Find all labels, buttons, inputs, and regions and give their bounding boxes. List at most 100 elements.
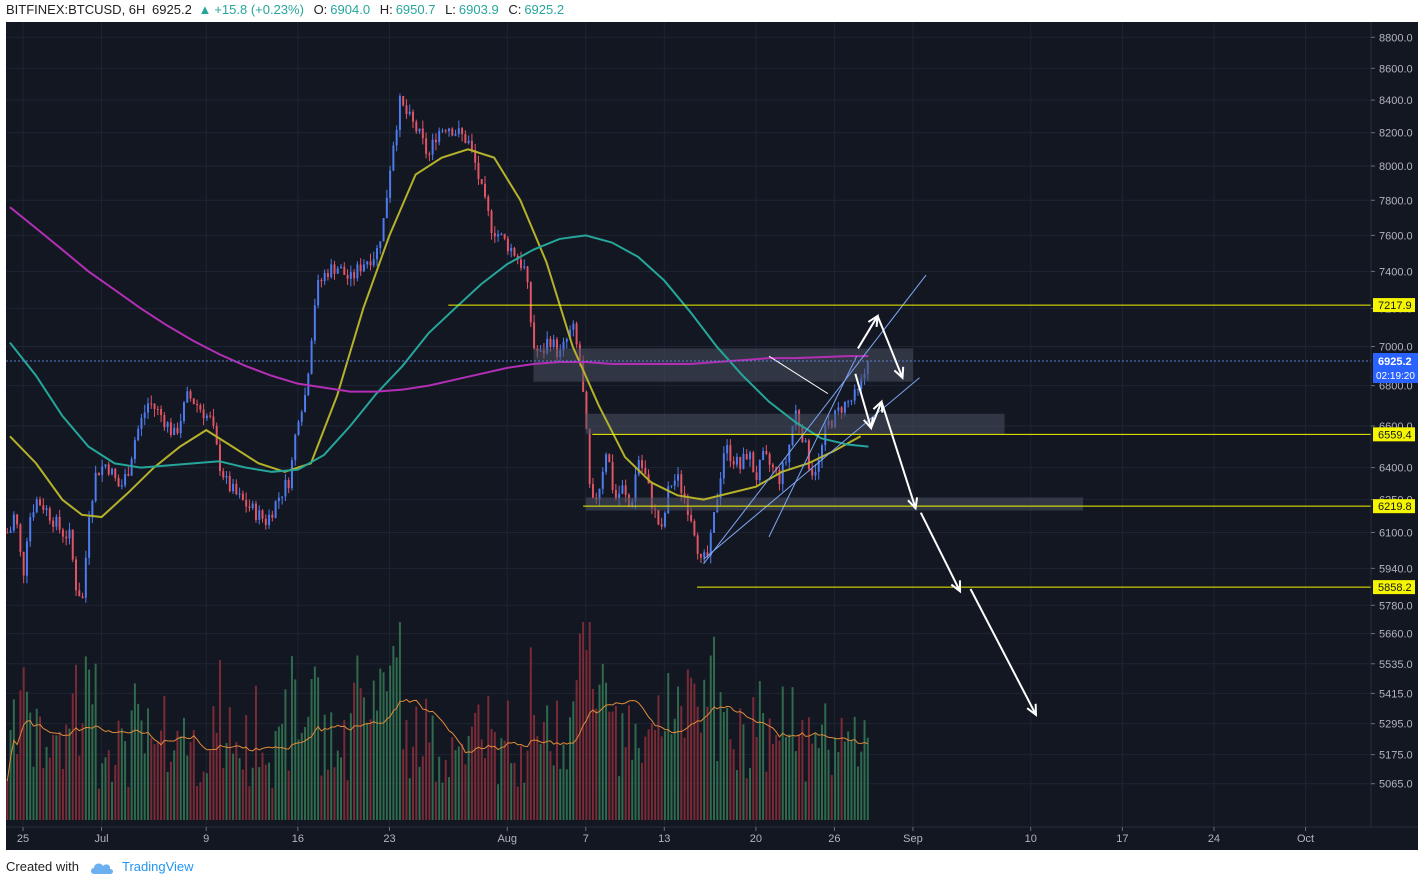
volume-bar	[542, 721, 545, 820]
volume-bar	[778, 740, 781, 820]
supply-demand-zones	[533, 348, 1084, 511]
candle-body	[300, 411, 303, 422]
volume-bar	[605, 682, 608, 820]
volume-bar	[340, 757, 343, 820]
candle-body	[366, 261, 369, 265]
volume-bar	[771, 743, 774, 820]
volume-bar	[657, 695, 660, 820]
candle-countdown-label: 02:19:20	[1376, 371, 1415, 382]
moving-average-line	[9, 206, 869, 393]
volume-bar	[866, 737, 869, 820]
candle-body	[124, 473, 127, 486]
volume-bar	[55, 735, 58, 820]
candle-body	[71, 529, 74, 560]
volume-bar	[153, 744, 156, 820]
ohlc-close: C: 6925.2	[508, 2, 567, 17]
candle-body	[448, 128, 450, 132]
candle-body	[785, 462, 787, 464]
candle-body	[22, 551, 25, 576]
volume-bar	[228, 707, 231, 820]
candle-body	[192, 398, 195, 405]
candle-body	[163, 415, 166, 428]
candle-body	[287, 480, 290, 489]
volume-bar	[137, 703, 140, 820]
volume-bar	[61, 768, 64, 820]
chart-area[interactable]: 8800.0 8600.0 8400.0 8200.0 8000.0 7800.0 7600…	[6, 22, 1418, 850]
candle-body	[166, 422, 169, 428]
level-price-tag	[1373, 580, 1415, 595]
volume-bar	[510, 763, 513, 820]
level-price-label: 7217.9	[1378, 300, 1412, 312]
time-tick-label: 7	[583, 833, 589, 845]
candle-body	[778, 470, 781, 485]
volume-bar	[189, 742, 192, 820]
candle-body	[101, 466, 104, 476]
candle-body	[376, 248, 379, 260]
volume-bar	[274, 731, 277, 820]
candle-body	[156, 408, 159, 410]
price-chart[interactable]: 8800.0 8600.0 8400.0 8200.0 8000.0 7800.0 7600…	[6, 22, 1418, 850]
volume-bar	[588, 622, 591, 820]
current-price-tag	[1373, 353, 1418, 384]
volume-bar	[516, 786, 519, 820]
candle-body	[742, 453, 745, 469]
candle-body	[546, 338, 549, 354]
candle-body	[703, 552, 706, 558]
candle-body	[840, 407, 843, 413]
candle-body	[330, 264, 333, 278]
price-zone	[585, 497, 1084, 511]
volume-bar	[140, 720, 143, 820]
candle-body	[290, 460, 293, 489]
candle-body	[673, 480, 676, 486]
volume-bar	[75, 664, 78, 820]
volume-bar	[290, 656, 293, 820]
candle-body	[650, 483, 653, 509]
volume-bar	[536, 736, 539, 820]
volume-ma-line	[6, 698, 868, 782]
price-tick-label: 6400.0	[1379, 463, 1413, 475]
candle-body	[209, 415, 212, 417]
tradingview-cloud-icon	[90, 863, 113, 874]
candle-body	[91, 500, 94, 518]
volume-bar	[667, 673, 670, 820]
candle-body	[663, 512, 666, 527]
current-price-label: 6925.2	[1378, 356, 1412, 368]
volume-bar	[376, 710, 379, 820]
candle-body	[258, 510, 261, 520]
candle-body	[817, 460, 820, 472]
candle-body	[228, 475, 231, 492]
candle-body	[526, 266, 529, 283]
candle-body	[343, 266, 346, 275]
candle-body	[340, 266, 343, 269]
volume-bar	[163, 695, 166, 820]
volume-bar	[513, 762, 516, 820]
volume-bar	[732, 749, 735, 820]
volume-bar	[611, 711, 614, 820]
time-tick-label: Sep	[903, 833, 923, 845]
volume-bar	[493, 731, 496, 820]
candle-body	[323, 272, 326, 282]
volume-bar	[408, 778, 411, 820]
tradingview-link[interactable]: TradingView	[122, 859, 194, 874]
last-price: 6925.2	[152, 2, 192, 17]
volume-bar	[349, 713, 352, 820]
volume-bar	[680, 705, 683, 820]
candle-body	[856, 388, 859, 390]
chart-header: BITFINEX:BTCUSD, 6H 6925.2 ▲ +15.8 (+0.23…	[6, 0, 1418, 22]
volume-bar	[218, 660, 221, 820]
candle-body	[395, 129, 398, 146]
candle-body	[575, 323, 578, 345]
candle-body	[451, 128, 454, 136]
candle-body	[320, 279, 323, 282]
volume-bar	[12, 699, 15, 820]
volume-bar	[850, 740, 853, 820]
candle-body	[503, 233, 506, 239]
time-tick-label: Jul	[95, 833, 109, 845]
candle-body	[117, 477, 120, 487]
price-tick-label: 5415.0	[1379, 688, 1413, 700]
volume-bar	[254, 685, 257, 820]
volume-bar	[555, 700, 558, 820]
candle-body	[529, 282, 532, 323]
candle-body	[16, 514, 19, 525]
volume-bar	[696, 706, 699, 820]
